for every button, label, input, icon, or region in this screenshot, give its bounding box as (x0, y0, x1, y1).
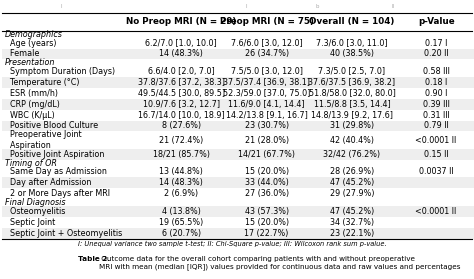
Text: p-Value: p-Value (418, 17, 455, 26)
Text: 37.5/37.4 [36.9, 38.1]: 37.5/37.4 [36.9, 38.1] (223, 78, 310, 87)
Text: 23 (22.1%): 23 (22.1%) (330, 229, 374, 238)
Text: 0.0037 II: 0.0037 II (419, 167, 454, 176)
Text: Septic Joint: Septic Joint (5, 218, 55, 227)
Text: 0.39 III: 0.39 III (423, 100, 449, 109)
Text: 0.79 II: 0.79 II (424, 121, 448, 131)
Text: 47 (45.2%): 47 (45.2%) (330, 178, 374, 187)
Text: 37.8/37.6 [37.2, 38.3]: 37.8/37.6 [37.2, 38.3] (138, 78, 225, 87)
Text: 6.6/4.0 [2.0, 7.0]: 6.6/4.0 [2.0, 7.0] (148, 67, 215, 76)
Text: 18/21 (85.7%): 18/21 (85.7%) (153, 150, 210, 158)
Text: 21 (28.0%): 21 (28.0%) (245, 136, 289, 145)
Text: Osteomyelitis: Osteomyelitis (5, 207, 65, 216)
Bar (2, 49, 474, 59)
Text: 42 (40.4%): 42 (40.4%) (330, 136, 374, 145)
Text: 0.15 II: 0.15 II (424, 150, 448, 158)
Text: 7.3/5.0 [2.5, 7.0]: 7.3/5.0 [2.5, 7.0] (319, 67, 385, 76)
Text: 0.20 II: 0.20 II (424, 49, 448, 59)
Text: 14 (48.3%): 14 (48.3%) (159, 178, 203, 187)
Text: 43 (57.3%): 43 (57.3%) (245, 207, 289, 216)
Text: 14.2/13.8 [9.1, 16.7]: 14.2/13.8 [9.1, 16.7] (226, 111, 308, 120)
Text: 27 (36.0%): 27 (36.0%) (245, 189, 289, 198)
Text: 51.8/58.0 [32.0, 80.0]: 51.8/58.0 [32.0, 80.0] (309, 89, 395, 98)
Text: 52.3/59.0 [37.0, 75.0]: 52.3/59.0 [37.0, 75.0] (223, 89, 310, 98)
Text: Demographics: Demographics (5, 30, 63, 39)
Text: CRP (mg/dL): CRP (mg/dL) (5, 100, 60, 109)
Text: 31 (29.8%): 31 (29.8%) (330, 121, 374, 131)
Text: 6 (20.7%): 6 (20.7%) (162, 229, 201, 238)
Text: Preop MRI (N = 75): Preop MRI (N = 75) (219, 17, 314, 26)
Text: 16.7/14.0 [10.0, 18.9]: 16.7/14.0 [10.0, 18.9] (138, 111, 225, 120)
Text: 0.17 I: 0.17 I (425, 39, 447, 48)
Text: 8 (27.6%): 8 (27.6%) (162, 121, 201, 131)
Text: Temperature (°C): Temperature (°C) (5, 78, 79, 87)
Text: Symptom Duration (Days): Symptom Duration (Days) (5, 67, 115, 76)
Bar (2, 228, 474, 239)
Text: 37.6/37.5 [36.9, 38.2]: 37.6/37.5 [36.9, 38.2] (309, 78, 395, 87)
Text: <0.0001 II: <0.0001 II (415, 136, 457, 145)
Text: Day after Admission: Day after Admission (5, 178, 91, 187)
Text: Female: Female (5, 49, 39, 59)
Text: 14.8/13.9 [9.2, 17.6]: 14.8/13.9 [9.2, 17.6] (311, 111, 393, 120)
Text: 2 (6.9%): 2 (6.9%) (164, 189, 198, 198)
Text: 7.6/6.0 [3.0, 12.0]: 7.6/6.0 [3.0, 12.0] (231, 39, 302, 48)
Text: Septic Joint + Osteomyelitis: Septic Joint + Osteomyelitis (5, 229, 122, 238)
Text: ESR (mm/h): ESR (mm/h) (5, 89, 58, 98)
Text: 4 (13.8%): 4 (13.8%) (162, 207, 201, 216)
Bar (2, 121, 474, 131)
Text: 14/21 (67.7%): 14/21 (67.7%) (238, 150, 295, 158)
Text: 15 (20.0%): 15 (20.0%) (245, 218, 289, 227)
Text: Positive Blood Culture: Positive Blood Culture (5, 121, 98, 131)
Text: 47 (45.2%): 47 (45.2%) (330, 207, 374, 216)
Text: 33 (44.0%): 33 (44.0%) (245, 178, 289, 187)
Text: WBC (K/μL): WBC (K/μL) (5, 111, 55, 120)
Text: 40 (38.5%): 40 (38.5%) (330, 49, 374, 59)
Text: Same Day as Admission: Same Day as Admission (5, 167, 107, 176)
Text: 32/42 (76.2%): 32/42 (76.2%) (323, 150, 381, 158)
Text: 0.18 I: 0.18 I (425, 78, 447, 87)
Text: Final Diagnosis: Final Diagnosis (5, 198, 65, 207)
Bar (2, 206, 474, 217)
Text: 11.6/9.0 [4.1, 14.4]: 11.6/9.0 [4.1, 14.4] (228, 100, 305, 109)
Text: 0.58 III: 0.58 III (423, 67, 449, 76)
Text: I: Unequal variance two sample t-test; II: Chi-Square p-value; III: Wilcoxon ran: I: Unequal variance two sample t-test; I… (78, 241, 387, 247)
Text: Overall (N = 104): Overall (N = 104) (309, 17, 395, 26)
Text: 0.90 I: 0.90 I (425, 89, 447, 98)
Text: 13 (44.8%): 13 (44.8%) (159, 167, 203, 176)
Text: 21 (72.4%): 21 (72.4%) (159, 136, 203, 145)
Text: b: b (316, 4, 319, 9)
Text: 28 (26.9%): 28 (26.9%) (330, 167, 374, 176)
Text: 49.5/44.5 [30.0, 89.5]: 49.5/44.5 [30.0, 89.5] (138, 89, 225, 98)
Text: 14 (48.3%): 14 (48.3%) (159, 49, 203, 59)
Text: 34 (32.7%): 34 (32.7%) (330, 218, 374, 227)
Text: Presentation: Presentation (5, 58, 55, 68)
Text: No Preop MRI (N = 29): No Preop MRI (N = 29) (126, 17, 237, 26)
Text: Table 2.: Table 2. (78, 256, 110, 262)
Text: 7.5/5.0 [3.0, 12.0]: 7.5/5.0 [3.0, 12.0] (231, 67, 302, 76)
Text: <0.0001 II: <0.0001 II (415, 207, 457, 216)
Text: 6.2/7.0 [1.0, 10.0]: 6.2/7.0 [1.0, 10.0] (146, 39, 217, 48)
Bar (2, 77, 474, 88)
Text: 29 (27.9%): 29 (27.9%) (330, 189, 374, 198)
Text: II: II (392, 4, 395, 9)
Bar (2, 149, 474, 160)
Text: Timing of OR: Timing of OR (5, 158, 56, 167)
Text: Preoperative Joint
  Aspiration: Preoperative Joint Aspiration (5, 130, 82, 150)
Text: 23 (30.7%): 23 (30.7%) (245, 121, 289, 131)
Text: Positive Joint Aspiration: Positive Joint Aspiration (5, 150, 104, 158)
Text: 2 or More Days after MRI: 2 or More Days after MRI (5, 189, 110, 198)
Bar (2, 99, 474, 110)
Text: I: I (61, 4, 63, 9)
Text: Age (years): Age (years) (5, 39, 56, 48)
Text: 17 (22.7%): 17 (22.7%) (245, 229, 289, 238)
Text: 26 (34.7%): 26 (34.7%) (245, 49, 289, 59)
Text: Outcome data for the overall cohort comparing patients with and without preopera: Outcome data for the overall cohort comp… (99, 256, 461, 270)
Text: 10.9/7.6 [3.2, 12.7]: 10.9/7.6 [3.2, 12.7] (143, 100, 220, 109)
Bar (2, 177, 474, 188)
Text: I: I (246, 4, 247, 9)
Text: 15 (20.0%): 15 (20.0%) (245, 167, 289, 176)
Text: 7.3/6.0 [3.0, 11.0]: 7.3/6.0 [3.0, 11.0] (316, 39, 388, 48)
Text: 19 (65.5%): 19 (65.5%) (159, 218, 203, 227)
Text: 11.5/8.8 [3.5, 14.4]: 11.5/8.8 [3.5, 14.4] (314, 100, 390, 109)
Text: 0.31 III: 0.31 III (423, 111, 449, 120)
